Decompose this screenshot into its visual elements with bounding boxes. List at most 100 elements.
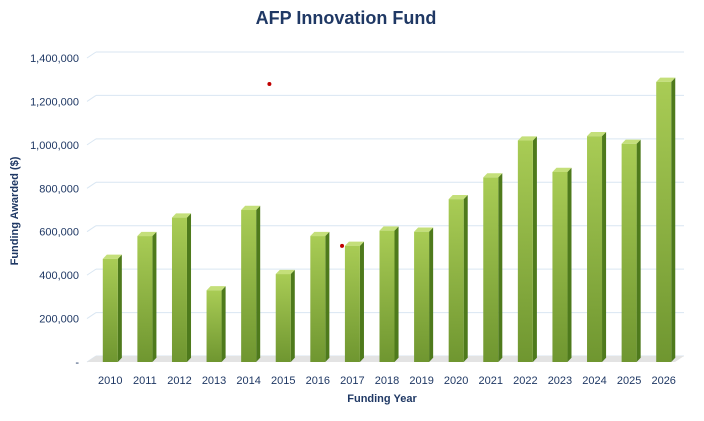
bar-front — [517, 140, 533, 362]
x-tick-label: 2011 — [133, 375, 157, 387]
bar-side — [532, 136, 537, 362]
bar-2010 — [102, 254, 122, 362]
bar-side — [636, 139, 641, 362]
x-tick-label: 2019 — [409, 375, 433, 387]
x-tick-label: 2018 — [375, 375, 399, 387]
bar-front — [379, 230, 395, 362]
gridline-depth — [86, 312, 97, 319]
bar-side — [671, 77, 676, 362]
bar-side — [256, 205, 261, 362]
bar-top — [552, 167, 572, 172]
gridline-depth — [86, 181, 97, 189]
bar-front — [621, 143, 637, 362]
bar-top — [621, 139, 641, 144]
bar-front — [483, 177, 499, 362]
y-tick-label: 800,000 — [39, 183, 79, 195]
bar-2022 — [517, 136, 537, 362]
bar-front — [206, 290, 222, 362]
bar-side — [498, 173, 503, 362]
bar-side — [221, 286, 226, 362]
bar-top — [102, 254, 122, 259]
x-tick-label: 2020 — [444, 375, 468, 387]
bar-top — [517, 136, 537, 141]
bar-top — [448, 194, 468, 200]
y-tick-label: - — [75, 357, 79, 369]
bar-front — [414, 231, 430, 362]
bar-side — [602, 131, 607, 362]
bar-front — [310, 236, 326, 362]
bar-top — [414, 227, 434, 232]
bar-2018 — [379, 226, 399, 362]
bar-front — [137, 236, 153, 362]
bar-front — [587, 136, 603, 362]
bar-2011 — [137, 231, 157, 362]
x-tick-label: 2013 — [202, 375, 226, 387]
bar-2016 — [310, 231, 330, 362]
gridline-depth — [86, 51, 97, 59]
gridline-depth — [86, 138, 97, 146]
x-tick-label: 2012 — [167, 375, 191, 387]
bar-side — [117, 254, 122, 362]
x-tick-label: 2025 — [617, 375, 641, 387]
bar-side — [325, 231, 330, 362]
bar-top — [275, 269, 295, 275]
y-tick-label: 600,000 — [39, 227, 79, 239]
y-tick-label: 200,000 — [39, 314, 79, 326]
y-axis-ticks: - 200,000 400,000 600,000 800,000 1,000,000 1,… — [30, 53, 79, 369]
y-axis-title: Funding Awarded ($) — [9, 156, 21, 265]
bar-top — [171, 213, 192, 218]
x-tick-label: 2022 — [513, 375, 537, 387]
bar-front — [275, 274, 291, 362]
bar-side — [186, 213, 192, 362]
bar-top — [310, 231, 330, 237]
bar-front — [102, 258, 118, 362]
bar-2012 — [171, 213, 192, 362]
x-tick-label: 2026 — [651, 375, 675, 387]
bar-side — [152, 231, 157, 362]
bar-top — [483, 173, 503, 178]
bar-side — [290, 269, 295, 362]
x-tick-label: 2014 — [236, 375, 260, 387]
bar-side — [463, 194, 468, 362]
y-tick-label: 1,200,000 — [30, 96, 79, 108]
bar-2014 — [241, 205, 261, 362]
x-tick-label: 2017 — [340, 375, 364, 387]
y-tick-label: 400,000 — [39, 270, 79, 282]
bar-top — [344, 241, 364, 246]
bar-front — [344, 245, 360, 362]
x-tick-label: 2024 — [582, 375, 606, 387]
x-axis-ticks: 2010 2011 2012 2013 2014 2015 2016 2017 2018 2019… — [98, 375, 676, 387]
bar-side — [359, 241, 364, 362]
bar-2023 — [552, 167, 572, 362]
bar-front — [656, 81, 672, 362]
bar-2015 — [275, 269, 295, 362]
bar-top — [241, 205, 261, 210]
bar-2017 — [344, 241, 364, 362]
annotation-point — [340, 243, 345, 248]
x-tick-label: 2010 — [98, 375, 122, 387]
bar-top — [137, 231, 157, 237]
bar-2019 — [414, 227, 434, 362]
bar-side — [429, 227, 434, 362]
chart-title: AFP Innovation Fund — [256, 8, 437, 28]
y-tick-label: 1,000,000 — [30, 140, 79, 152]
bar-top — [587, 131, 607, 137]
x-tick-label: 2016 — [306, 375, 330, 387]
bar-side — [394, 226, 399, 362]
bar-top — [379, 226, 399, 231]
bar-top — [656, 77, 676, 82]
x-tick-label: 2023 — [548, 375, 572, 387]
x-tick-label: 2021 — [479, 375, 503, 387]
gridline-depth — [86, 95, 97, 102]
bar-front — [171, 217, 187, 362]
gridline-depth — [86, 268, 97, 276]
bar-front — [448, 199, 464, 362]
annotation-markers — [267, 82, 345, 248]
y-tick-label: 1,400,000 — [30, 53, 79, 65]
bar-2025 — [621, 139, 641, 362]
bar-2021 — [483, 173, 503, 362]
bar-front — [241, 210, 257, 362]
bar-side — [567, 167, 572, 362]
annotation-point — [267, 82, 272, 87]
